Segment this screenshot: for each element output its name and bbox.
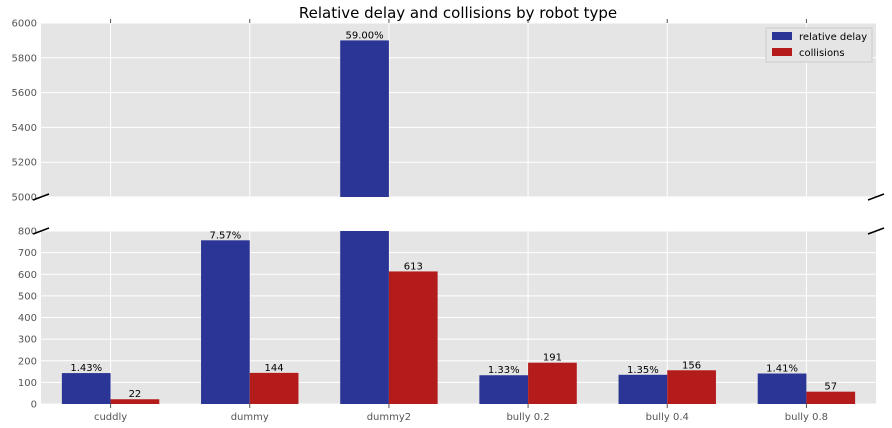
xtick-label: dummy2 <box>367 412 411 423</box>
break-mark <box>32 193 50 201</box>
lower-ytick-label: 700 <box>18 248 37 259</box>
upper-ytick-label: 5600 <box>12 88 37 99</box>
bar-lower-collisions <box>249 372 299 404</box>
legend-label-relative-delay: relative delay <box>799 32 867 43</box>
break-mark <box>867 193 885 201</box>
data-label: 144 <box>265 363 284 374</box>
bar-lower-collisions <box>388 271 438 404</box>
upper-ytick-label: 5400 <box>12 123 37 134</box>
bar-lower-relative-delay <box>757 373 807 404</box>
bar-lower-collisions <box>528 362 577 404</box>
lower-ytick-label: 100 <box>18 378 37 389</box>
lower-ytick-label: 300 <box>18 335 37 346</box>
data-label: 22 <box>129 389 142 400</box>
upper-ytick-label: 5000 <box>12 193 37 204</box>
break-mark <box>32 227 50 235</box>
axis-break-marks <box>32 193 885 235</box>
bar-lower-collisions <box>110 399 160 404</box>
bar-lower-relative-delay <box>618 374 668 404</box>
lower-ytick-label: 600 <box>18 270 37 281</box>
xtick-label: bully 0.4 <box>646 412 689 423</box>
upper-plot-panel: 5000 5200 5400 5600 5800 6000 59.00% <box>12 19 876 204</box>
lower-plot-panel: 0 100 200 300 400 500 600 700 800 1.43% 7.57% 1.33%… <box>18 227 876 423</box>
data-label: 156 <box>682 360 701 371</box>
upper-ytick-label: 5800 <box>12 53 37 64</box>
bar-lower-relative-delay <box>340 231 389 404</box>
data-label: 59.00% <box>345 30 383 41</box>
lower-ytick-label: 0 <box>31 400 37 411</box>
data-label: 1.35% <box>627 365 659 376</box>
chart-title: Relative delay and collisions by robot t… <box>299 4 617 22</box>
xtick-label: cuddly <box>94 412 127 423</box>
data-label: 7.57% <box>210 230 242 241</box>
data-label: 57 <box>824 382 837 393</box>
xtick-label: bully 0.2 <box>506 412 549 423</box>
legend-swatch-collisions <box>772 48 792 56</box>
data-label: 191 <box>543 353 562 364</box>
bar-lower-relative-delay <box>61 373 111 404</box>
legend-swatch-relative-delay <box>772 32 792 40</box>
lower-ytick-label: 200 <box>18 356 37 367</box>
bar-lower-collisions <box>667 370 716 404</box>
data-label: 1.41% <box>766 364 798 375</box>
bar-lower-collisions <box>806 391 856 404</box>
data-label: 1.43% <box>70 363 102 374</box>
bar-upper-relative-delay <box>340 40 389 198</box>
bar-lower-relative-delay <box>479 375 529 404</box>
data-label: 613 <box>404 261 423 272</box>
xtick-label: dummy <box>231 412 269 423</box>
data-label: 1.33% <box>488 365 520 376</box>
upper-plot-background <box>41 23 876 197</box>
upper-ytick-label: 6000 <box>12 19 37 30</box>
break-mark <box>867 227 885 235</box>
legend-label-collisions: collisions <box>799 48 845 59</box>
lower-ytick-label: 800 <box>18 227 37 238</box>
bar-lower-relative-delay <box>201 240 250 404</box>
xtick-label: bully 0.8 <box>785 412 828 423</box>
legend: relative delay collisions <box>765 27 873 63</box>
lower-ytick-label: 500 <box>18 291 37 302</box>
lower-ytick-label: 400 <box>18 313 37 324</box>
upper-ytick-label: 5200 <box>12 158 37 169</box>
